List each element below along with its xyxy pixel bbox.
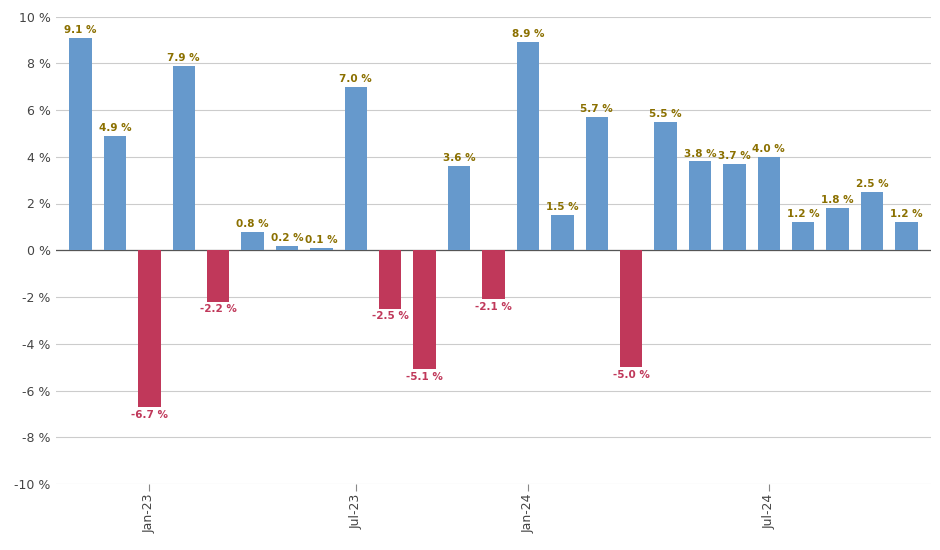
Bar: [70, 37, 92, 250]
Text: -2.1 %: -2.1 %: [475, 302, 512, 312]
Bar: [345, 86, 367, 250]
Bar: [447, 166, 470, 250]
Bar: [414, 250, 436, 370]
Text: 1.2 %: 1.2 %: [890, 210, 923, 219]
Bar: [173, 65, 195, 250]
Bar: [586, 117, 608, 250]
Text: 1.5 %: 1.5 %: [546, 202, 579, 212]
Text: 5.7 %: 5.7 %: [580, 104, 613, 114]
Bar: [482, 250, 505, 299]
Bar: [310, 248, 333, 250]
Text: 0.1 %: 0.1 %: [306, 235, 337, 245]
Text: 2.5 %: 2.5 %: [855, 179, 888, 189]
Text: 1.2 %: 1.2 %: [787, 210, 820, 219]
Text: 4.9 %: 4.9 %: [99, 123, 132, 133]
Bar: [242, 232, 264, 250]
Bar: [379, 250, 401, 309]
Bar: [723, 164, 745, 250]
Bar: [620, 250, 642, 367]
Text: -2.2 %: -2.2 %: [199, 305, 237, 315]
Text: 7.0 %: 7.0 %: [339, 74, 372, 84]
Bar: [861, 192, 884, 250]
Bar: [895, 222, 917, 250]
Bar: [138, 250, 161, 407]
Text: 8.9 %: 8.9 %: [511, 29, 544, 40]
Bar: [275, 245, 298, 250]
Bar: [654, 122, 677, 250]
Bar: [207, 250, 229, 301]
Text: 4.0 %: 4.0 %: [752, 144, 785, 154]
Text: 3.8 %: 3.8 %: [683, 148, 716, 158]
Text: 3.6 %: 3.6 %: [443, 153, 476, 163]
Text: -6.7 %: -6.7 %: [131, 410, 168, 420]
Bar: [758, 157, 780, 250]
Text: 1.8 %: 1.8 %: [822, 195, 854, 205]
Text: 0.8 %: 0.8 %: [236, 219, 269, 229]
Bar: [103, 136, 126, 250]
Text: -5.0 %: -5.0 %: [613, 370, 650, 380]
Bar: [792, 222, 814, 250]
Text: 9.1 %: 9.1 %: [64, 25, 97, 35]
Bar: [689, 162, 712, 250]
Text: 7.9 %: 7.9 %: [167, 53, 200, 63]
Bar: [826, 208, 849, 250]
Text: -5.1 %: -5.1 %: [406, 372, 443, 382]
Text: 0.2 %: 0.2 %: [271, 233, 304, 243]
Text: 3.7 %: 3.7 %: [718, 151, 751, 161]
Text: -2.5 %: -2.5 %: [372, 311, 409, 322]
Text: 5.5 %: 5.5 %: [650, 109, 682, 119]
Bar: [517, 42, 540, 250]
Bar: [551, 215, 573, 250]
